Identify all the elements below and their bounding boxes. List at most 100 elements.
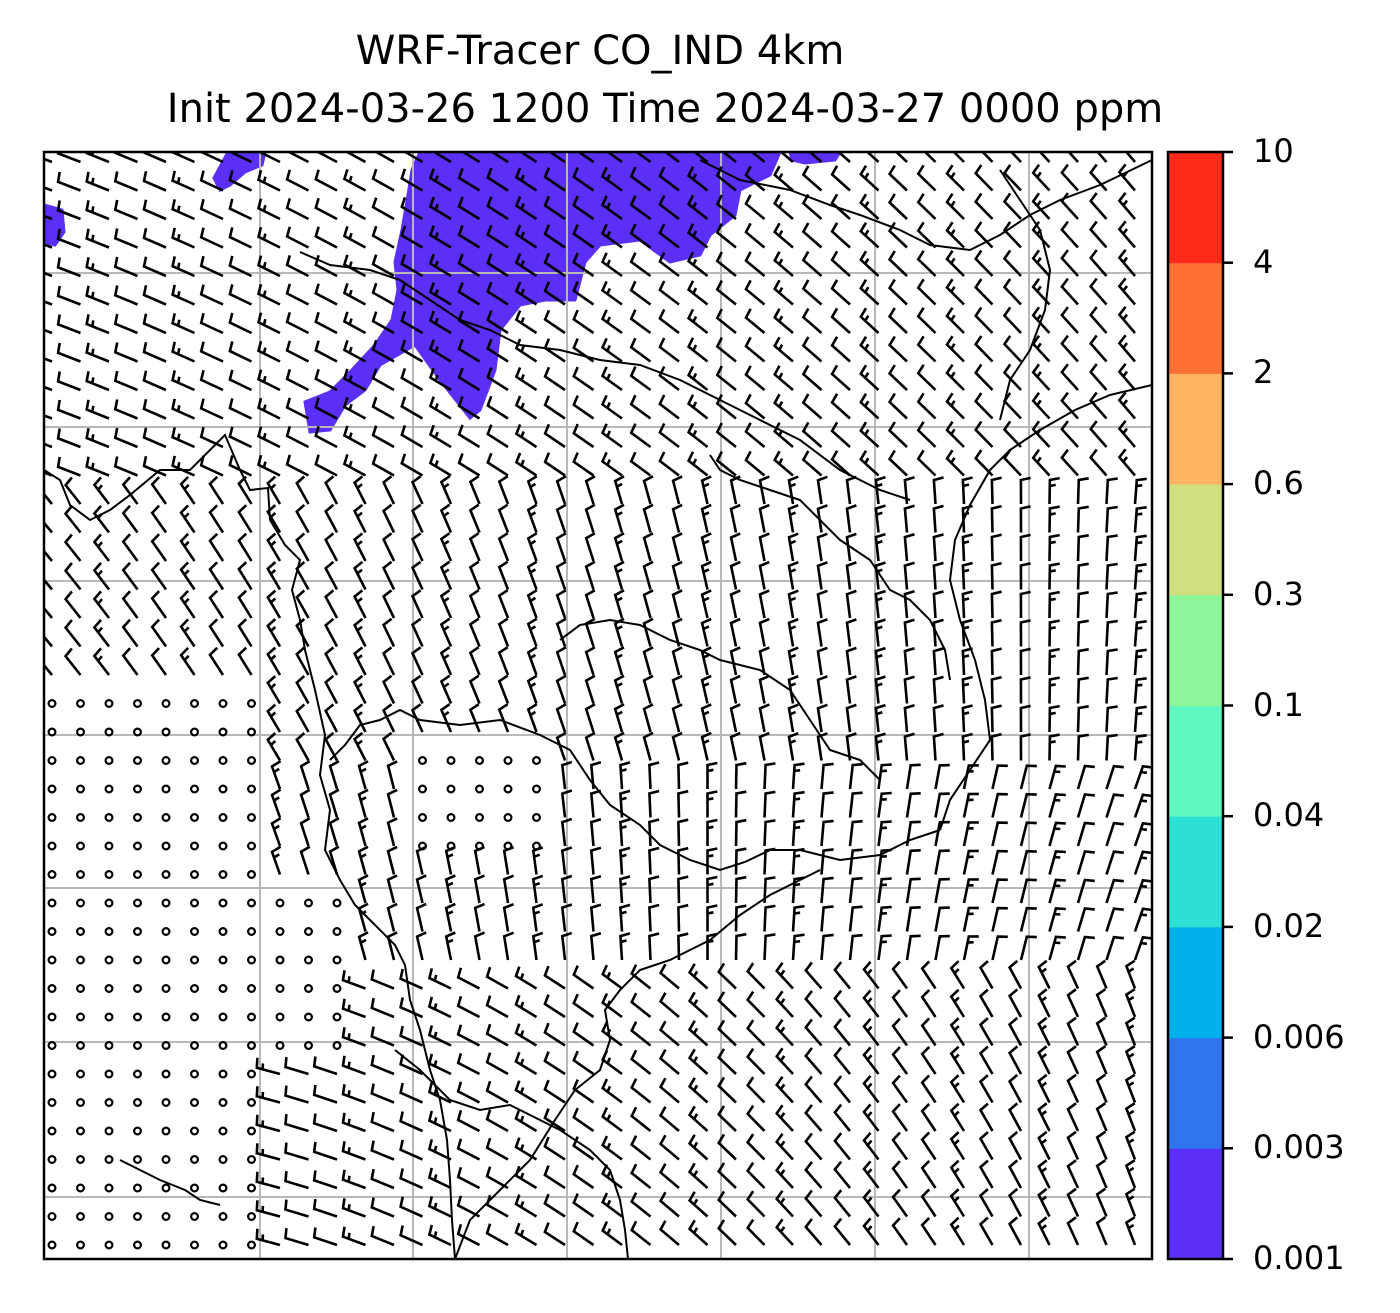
wind-barb [199, 369, 224, 392]
wind-barb [658, 308, 680, 335]
calm-wind-circle [47, 1012, 57, 1022]
wind-barb [758, 475, 770, 505]
wind-barb [572, 423, 595, 449]
wind-barb [686, 451, 709, 477]
calm-wind-circle [190, 1069, 200, 1079]
wind-barb [427, 1082, 452, 1104]
calm-wind-circle [161, 698, 171, 708]
wind-barb [56, 200, 81, 221]
wind-barb [744, 365, 766, 392]
wind-barb [773, 422, 794, 448]
wind-barb [56, 314, 81, 335]
wind-barb [285, 312, 310, 335]
wind-barb [1124, 1045, 1137, 1075]
wind-barb [324, 503, 339, 534]
calm-wind-circle [133, 1240, 143, 1250]
wind-barb [142, 370, 167, 392]
calm-wind-circle [332, 955, 342, 965]
wind-barb [845, 504, 857, 533]
wind-barb [1105, 619, 1118, 647]
wind-barb [256, 369, 281, 392]
wind-barb [341, 1169, 366, 1190]
wind-barb [717, 1048, 737, 1075]
wind-barb [700, 703, 712, 733]
wind-barb [444, 902, 456, 932]
wind-barb [920, 1188, 937, 1218]
calm-wind-circle [104, 1154, 114, 1164]
wind-barb [671, 589, 683, 619]
wind-barb [410, 475, 424, 505]
wind-barb [974, 192, 994, 220]
wind-barb [721, 152, 737, 164]
wind-barb [706, 932, 718, 960]
wind-barb [801, 279, 823, 306]
wind-barb [312, 1084, 338, 1104]
colorbar-level-label: 0.003 [1253, 1128, 1345, 1167]
wind-barb [945, 420, 965, 448]
wind-barb [629, 252, 652, 278]
wind-barb [887, 364, 908, 391]
wind-barb [237, 561, 253, 591]
wind-barb [729, 617, 741, 647]
wind-barb [1076, 907, 1095, 932]
wind-barb [734, 818, 747, 847]
wind-barb [905, 820, 921, 847]
wind-barb [671, 475, 683, 505]
wind-barb [630, 1106, 652, 1133]
colorbar-level-label: 0.3 [1253, 574, 1304, 613]
calm-wind-circle [247, 698, 257, 708]
wind-barb [658, 1106, 680, 1132]
wind-barb [543, 195, 566, 221]
wind-barb [113, 171, 138, 192]
wind-barb [142, 455, 167, 477]
wind-barb [845, 732, 857, 761]
wind-barb [848, 905, 863, 932]
wind-barb [961, 476, 973, 505]
wind-barb [734, 875, 747, 904]
wind-barb [991, 764, 1008, 790]
wind-barb [787, 503, 799, 533]
wind-barb [642, 646, 654, 676]
wind-barb [600, 423, 623, 449]
wind-barb [284, 1085, 309, 1104]
wind-barb [502, 931, 515, 961]
wind-barb [1019, 906, 1037, 932]
wind-barb [687, 1191, 709, 1218]
wind-barb [729, 532, 741, 562]
wind-barb [729, 560, 741, 590]
wind-barb [877, 848, 892, 875]
wind-barb [887, 278, 908, 306]
wind-barb [1031, 420, 1051, 448]
wind-barb [56, 371, 81, 392]
wind-barb [962, 906, 979, 932]
wind-barb [142, 199, 167, 221]
wind-barb [619, 761, 631, 790]
wind-barb [171, 170, 196, 192]
wind-barb [600, 195, 623, 221]
wind-barb [715, 337, 737, 363]
wind-barb [949, 1017, 966, 1047]
wind-barb [763, 933, 776, 961]
wind-barb [601, 1107, 623, 1133]
wind-barb [600, 223, 623, 249]
wind-barb [932, 590, 944, 619]
wind-barb [428, 339, 452, 363]
wind-barb [658, 166, 680, 192]
wind-barb [934, 763, 950, 790]
wind-barb [658, 992, 680, 1018]
wind-barb [629, 337, 652, 363]
wind-barb [1124, 1187, 1137, 1217]
wind-barb [324, 475, 339, 505]
calm-wind-circle [531, 755, 541, 765]
wind-barb [715, 365, 737, 392]
wind-barb [729, 674, 741, 704]
wind-barb [584, 503, 596, 533]
wind-barb [613, 617, 625, 647]
wind-barb [744, 222, 766, 249]
wind-barb [1048, 562, 1060, 590]
wind-barb [791, 876, 805, 904]
wind-barb [779, 152, 794, 163]
calm-wind-circle [104, 1097, 114, 1107]
wind-barb [44, 442, 53, 449]
wind-barb [572, 1164, 595, 1190]
